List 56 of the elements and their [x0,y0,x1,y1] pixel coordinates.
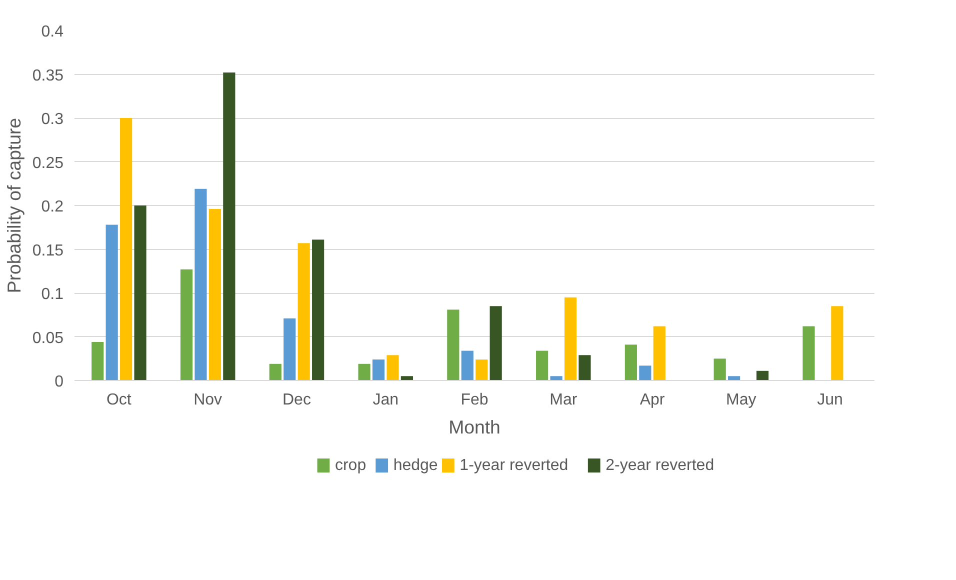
bar [400,376,413,380]
y-tick-label: 0.15 [32,242,64,260]
x-tick-label: Jan [372,392,399,408]
bar [106,224,118,380]
bar [831,306,844,380]
bar [653,326,666,380]
bar [223,72,236,380]
bar [476,360,488,380]
x-tick-label: Apr [640,392,666,408]
bar [728,376,740,380]
bar [386,355,399,380]
y-tick-label: 0.05 [32,330,64,347]
bar [714,358,726,380]
bar [92,342,104,380]
y-tick-label: 0 [54,374,64,390]
bar [120,118,132,380]
bar [269,364,282,380]
y-tick-label: 0.3 [41,111,64,128]
bar [639,366,652,380]
bar [284,318,296,380]
bar [564,297,577,380]
bar [312,240,324,380]
bar [624,344,637,380]
bar [447,310,460,380]
bar [550,376,562,380]
y-tick-label: 0.35 [32,67,64,84]
bar [490,306,502,380]
x-axis-title: Month [448,416,500,438]
bar [208,209,221,380]
y-axis-title: Probability of capture [3,118,24,294]
legend-label: crop [334,457,366,474]
bar [802,326,815,380]
x-tick-label: Jun [817,392,843,408]
x-tick-label: Oct [106,392,132,408]
bar [358,364,370,380]
bar [134,206,146,380]
bar [536,350,548,380]
x-tick-label: Dec [282,392,311,408]
legend-label: 1-year reverted [460,457,568,474]
y-tick-label: 0.2 [41,198,64,216]
x-tick-label: May [726,392,756,408]
legend-label: hedge [393,457,438,474]
bar [180,269,193,380]
bar [298,243,310,380]
x-tick-label: Nov [194,392,222,408]
y-tick-label: 0.25 [32,154,64,172]
legend-label: 2-year reverted [606,457,714,474]
bar [756,370,769,380]
x-tick-label: Mar [550,392,578,408]
bar [578,355,591,380]
x-tick-label: Feb [460,392,488,408]
y-tick-label: 0.1 [41,286,64,303]
bar [461,350,474,380]
y-tick-label: 0.4 [41,24,64,40]
bar [372,360,385,380]
bar [194,188,207,380]
